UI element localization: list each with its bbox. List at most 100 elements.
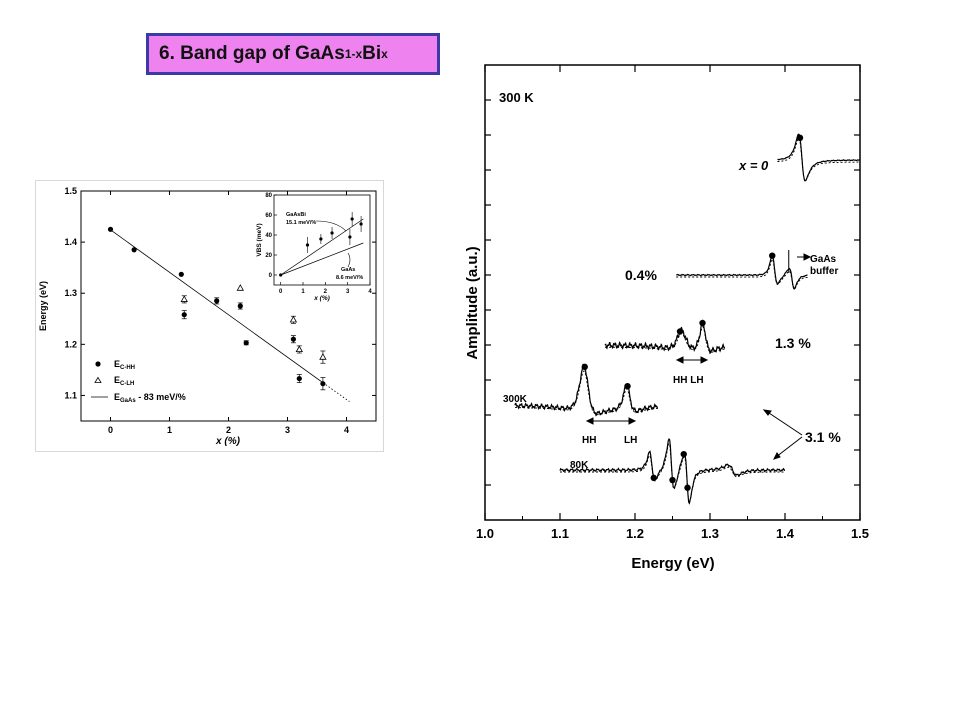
inset-point bbox=[348, 235, 352, 239]
ec-lh-point bbox=[295, 345, 303, 353]
inset-point bbox=[305, 243, 310, 247]
ec-hh-point bbox=[131, 247, 137, 253]
inset-y-axis-label: VBS (meV) bbox=[256, 223, 263, 256]
slide-title: 6. Band gap of GaAs 1-x Bi x bbox=[146, 33, 440, 75]
inset-point bbox=[350, 217, 354, 221]
label-3.1-percent: 3.1 % bbox=[805, 429, 841, 445]
legend-marker-hh bbox=[95, 361, 101, 367]
inset-gaas-arrow bbox=[347, 252, 351, 268]
x-tick-label-right: 1.3 bbox=[701, 526, 719, 541]
label-x-equals-0: x = 0 bbox=[738, 158, 769, 173]
transition-marker bbox=[699, 319, 706, 327]
label-1.3-percent: 1.3 % bbox=[775, 335, 811, 351]
inset-y-tick-label: 60 bbox=[265, 213, 272, 219]
ec-lh-point bbox=[236, 284, 244, 291]
ec-hh-point bbox=[107, 226, 114, 232]
inset-label-gaas: GaAs bbox=[341, 267, 355, 273]
gaas-fit-line bbox=[110, 229, 324, 383]
ec-hh-point bbox=[320, 381, 326, 387]
transition-marker bbox=[676, 328, 684, 335]
title-subscript-1-x: 1-x bbox=[344, 47, 363, 61]
y-tick-label: 1.5 bbox=[64, 186, 77, 196]
inset-y-tick-label: 20 bbox=[265, 253, 272, 259]
inset-fit-line bbox=[280, 242, 364, 276]
legend-label-hh: EC-HH bbox=[114, 359, 135, 371]
3.1-percent-pointer-arrows bbox=[762, 409, 803, 460]
inset-x-tick-label: 1 bbox=[301, 289, 305, 295]
y-axis-label: Energy (eV) bbox=[38, 281, 48, 331]
ec-hh-point bbox=[290, 336, 296, 342]
label-lh-lower: LH bbox=[624, 435, 637, 446]
inset-x-tick-label: 2 bbox=[324, 289, 328, 295]
x-tick-label: 4 bbox=[344, 425, 349, 435]
inset-label-gaasbi: GaAsBi bbox=[286, 212, 306, 218]
y-tick-label: 1.1 bbox=[64, 390, 77, 400]
x-tick-label: 0 bbox=[108, 425, 113, 435]
spectrum-measured bbox=[777, 133, 861, 182]
bandgap-figure-panel: 0 1 2 3 4 1.1 1.2 1.3 1.4 1.5 0 1 2 3 4 0 20 40 60 80 x (%)… bbox=[35, 180, 384, 452]
legend-marker-lh bbox=[94, 376, 102, 383]
ec-lh-point bbox=[180, 295, 188, 302]
transition-marker bbox=[581, 363, 588, 371]
y-axis-label-right: Amplitude (a.u.) bbox=[464, 246, 481, 359]
label-gaas-buffer-line2: buffer bbox=[810, 266, 838, 277]
ec-lh-point bbox=[289, 315, 298, 323]
spectrum-measured bbox=[676, 255, 808, 290]
title-subscript-x: x bbox=[381, 47, 388, 61]
inset-point bbox=[359, 222, 363, 226]
x-tick-label: 1 bbox=[167, 425, 172, 435]
inset-x-tick-label: 4 bbox=[368, 289, 372, 295]
x-tick-label: 3 bbox=[285, 425, 290, 435]
spectrum-measured bbox=[514, 363, 659, 417]
title-bi: Bi bbox=[362, 43, 382, 64]
ec-hh-point bbox=[243, 340, 249, 346]
ec-hh-point bbox=[296, 375, 302, 382]
hh-lh-middle-arrow bbox=[675, 356, 709, 364]
spectrum-fit-dashed bbox=[515, 370, 658, 416]
ec-hh-point bbox=[237, 303, 243, 309]
title-main: 6. Band gap of GaAs bbox=[159, 43, 345, 64]
transition-marker bbox=[680, 450, 687, 458]
legend-label-lh: EC-LH bbox=[114, 375, 134, 387]
gaas-fit-extrapolation bbox=[322, 382, 350, 402]
inset-y-tick-label: 40 bbox=[265, 233, 272, 239]
label-300k-top: 300 K bbox=[499, 90, 534, 105]
x-tick-label-right: 1.5 bbox=[851, 526, 869, 541]
spectrum-fit-dashed bbox=[676, 258, 808, 290]
x-tick-label-right: 1.4 bbox=[776, 526, 795, 541]
legend-label-gaas: EGaAs - 83 meV/% bbox=[114, 392, 186, 404]
x-tick-label-right: 1.1 bbox=[551, 526, 569, 541]
label-80k: 80K bbox=[570, 460, 589, 471]
spectrum-fit-dashed bbox=[777, 137, 860, 182]
inset-x-axis-label: x (%) bbox=[313, 295, 330, 302]
transition-marker bbox=[650, 474, 657, 482]
transition-marker bbox=[769, 252, 776, 259]
ec-hh-point bbox=[214, 298, 220, 304]
x-tick-label-right: 1.2 bbox=[626, 526, 644, 541]
x-axis-label-right: Energy (eV) bbox=[631, 555, 714, 572]
inset-gaasbi-arrow bbox=[315, 220, 347, 232]
label-0.4-percent: 0.4% bbox=[625, 267, 657, 283]
inset-y-tick-label: 80 bbox=[265, 193, 272, 199]
y-tick-label: 1.4 bbox=[64, 237, 77, 247]
label-300k-lower: 300K bbox=[503, 394, 528, 405]
inset-y-tick-label: 0 bbox=[269, 273, 273, 279]
transition-marker bbox=[669, 476, 676, 484]
y-tick-label: 1.3 bbox=[64, 288, 77, 298]
plot-area-frame-right bbox=[484, 64, 861, 521]
inset-point bbox=[319, 237, 323, 241]
x-tick-label-right: 1.0 bbox=[476, 526, 494, 541]
x-axis-label: x (%) bbox=[215, 436, 241, 447]
spectrum-measured bbox=[604, 319, 726, 354]
transition-marker bbox=[796, 134, 804, 142]
transition-marker bbox=[624, 382, 631, 390]
inset-x-tick-label: 3 bbox=[346, 289, 350, 295]
transition-marker bbox=[684, 484, 691, 491]
hh-lh-lower-arrow bbox=[585, 417, 637, 425]
label-hh-lh-middle: HH LH bbox=[673, 375, 704, 386]
ec-lh-point bbox=[319, 353, 327, 360]
inset-x-tick-label: 0 bbox=[279, 289, 283, 295]
inset-label-gaas-slope: 8.6 meV/% bbox=[336, 275, 363, 281]
spectrum-measured bbox=[559, 438, 786, 505]
gaas-buffer-arrow bbox=[797, 253, 812, 261]
